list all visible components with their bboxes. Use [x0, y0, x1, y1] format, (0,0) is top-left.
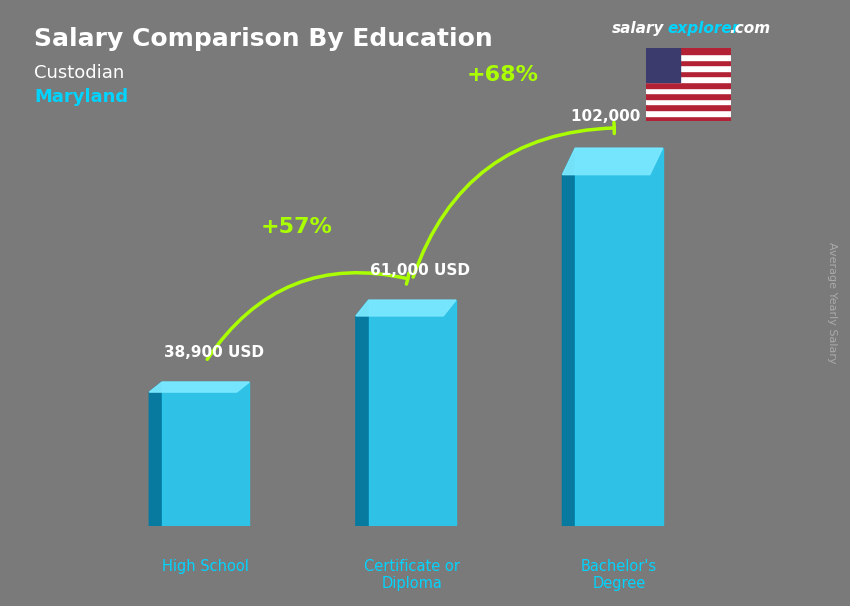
Text: +68%: +68% — [467, 65, 539, 85]
Bar — [646, 76, 731, 82]
Text: 61,000 USD: 61,000 USD — [371, 262, 470, 278]
Text: explorer: explorer — [667, 21, 740, 36]
Polygon shape — [356, 300, 456, 316]
Text: Custodian: Custodian — [34, 64, 124, 82]
Bar — [646, 48, 731, 54]
Bar — [646, 59, 731, 65]
Polygon shape — [150, 382, 249, 392]
Text: +57%: +57% — [260, 217, 332, 237]
Text: .com: .com — [729, 21, 770, 36]
Text: Maryland: Maryland — [34, 88, 128, 106]
Polygon shape — [575, 148, 662, 526]
Polygon shape — [369, 300, 456, 526]
Bar — [646, 99, 731, 104]
Text: salary: salary — [612, 21, 665, 36]
Bar — [646, 116, 731, 121]
Polygon shape — [162, 382, 249, 526]
Bar — [646, 93, 731, 99]
Text: Salary Comparison By Education: Salary Comparison By Education — [34, 27, 493, 52]
Text: Certificate or
Diploma: Certificate or Diploma — [365, 559, 460, 591]
Text: Average Yearly Salary: Average Yearly Salary — [827, 242, 837, 364]
Bar — [646, 110, 731, 116]
Bar — [646, 48, 680, 82]
Bar — [646, 65, 731, 71]
Bar — [646, 54, 731, 59]
Text: High School: High School — [162, 559, 249, 574]
Bar — [646, 88, 731, 93]
Polygon shape — [563, 148, 662, 175]
Text: 38,900 USD: 38,900 USD — [163, 345, 264, 359]
Bar — [646, 71, 731, 76]
Bar — [646, 82, 731, 88]
Bar — [646, 104, 731, 110]
Text: Bachelor's
Degree: Bachelor's Degree — [581, 559, 657, 591]
Polygon shape — [356, 300, 369, 526]
Text: 102,000 USD: 102,000 USD — [571, 108, 682, 124]
Polygon shape — [150, 382, 162, 526]
Polygon shape — [563, 148, 575, 526]
